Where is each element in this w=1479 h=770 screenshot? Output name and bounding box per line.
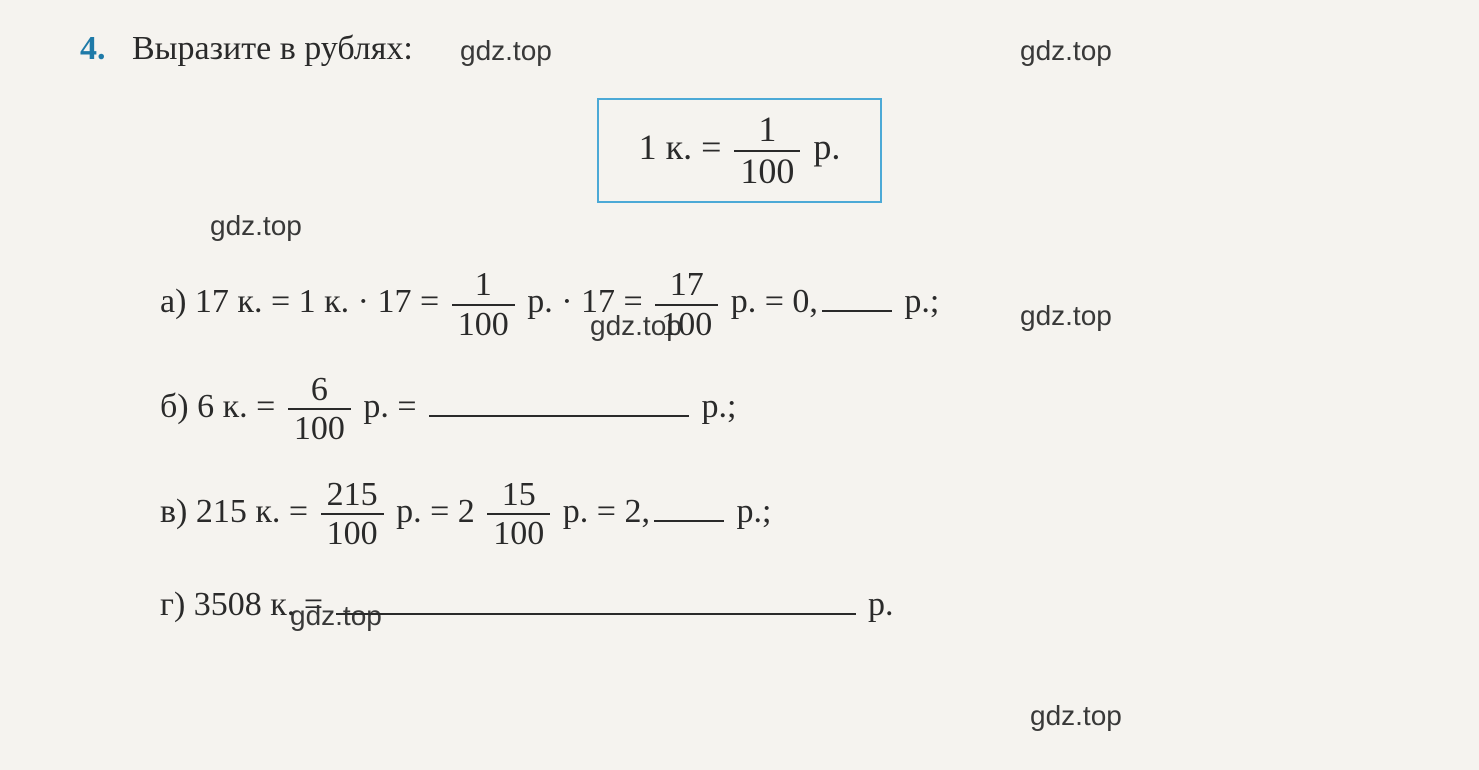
item-b-value1: 6 к. — [197, 388, 248, 425]
item-b-fraction: 6 100 — [288, 371, 351, 448]
fraction-numerator: 6 — [288, 371, 351, 410]
fraction-denominator: 100 — [452, 306, 515, 343]
formula-unit: р. — [813, 127, 840, 167]
fraction-numerator: 15 — [487, 476, 550, 515]
unit-ruble: р. — [527, 283, 553, 320]
item-b-tail: р.; — [702, 388, 737, 425]
item-a-value2: 1 к. — [299, 283, 350, 320]
unit-ruble: р. — [563, 493, 589, 530]
formula-box: 1 к. = 1 100 р. — [597, 98, 883, 203]
item-b-blank — [429, 383, 689, 417]
equals-sign: = — [397, 388, 416, 425]
item-c-fraction2: 15 100 — [487, 476, 550, 553]
item-a-blank — [822, 278, 892, 312]
item-c: в) 215 к. = 215 100 р. = 2 15 100 р. = 2… — [160, 476, 1399, 553]
problem-header: 4. Выразите в рублях: — [80, 30, 1399, 68]
item-b-label: б) — [160, 388, 189, 425]
item-b: б) 6 к. = 6 100 р. = р.; — [160, 371, 1399, 448]
fraction-denominator: 100 — [487, 515, 550, 552]
watermark: gdz.top — [1030, 700, 1122, 732]
item-a-label: а) — [160, 283, 186, 320]
equals-sign: = — [597, 493, 616, 530]
fraction-numerator: 215 — [321, 476, 384, 515]
equals-sign: = — [430, 493, 449, 530]
fraction-denominator: 100 — [734, 152, 800, 192]
fraction-denominator: 100 — [288, 410, 351, 447]
item-c-value1: 215 к. — [196, 493, 281, 530]
equals-sign: = — [765, 283, 784, 320]
item-a-fraction1: 1 100 — [452, 266, 515, 343]
problem-number: 4. — [80, 30, 106, 68]
item-c-blank — [654, 488, 724, 522]
watermark: gdz.top — [1020, 300, 1112, 332]
item-d-blank — [336, 581, 856, 615]
item-c-label: в) — [160, 493, 187, 530]
item-d-value1: 3508 к. — [194, 586, 296, 623]
equals-sign: = — [420, 283, 439, 320]
equals-sign: = — [256, 388, 275, 425]
fraction-numerator: 1 — [734, 110, 800, 152]
item-a-tail: р.; — [904, 283, 939, 320]
fraction-numerator: 17 — [655, 266, 718, 305]
item-d-tail: р. — [868, 586, 894, 623]
equals-sign: = — [271, 283, 290, 320]
unit-ruble: р. — [396, 493, 422, 530]
watermark: gdz.top — [460, 35, 552, 67]
watermark: gdz.top — [590, 310, 682, 342]
watermark: gdz.top — [210, 210, 302, 242]
item-c-fraction1: 215 100 — [321, 476, 384, 553]
watermark: gdz.top — [290, 600, 382, 632]
formula-left: 1 к. — [639, 127, 693, 167]
unit-ruble: р. — [363, 388, 389, 425]
fraction-numerator: 1 — [452, 266, 515, 305]
item-a-result-prefix: 0, — [792, 283, 818, 320]
unit-ruble: р. — [731, 283, 757, 320]
item-c-tail: р.; — [736, 493, 771, 530]
watermark: gdz.top — [1020, 35, 1112, 67]
item-a-value1: 17 к. — [195, 283, 263, 320]
problem-title: Выразите в рублях: — [132, 30, 413, 67]
item-c-mixed-whole: 2 — [458, 493, 475, 530]
fraction-denominator: 100 — [321, 515, 384, 552]
item-d-label: г) — [160, 586, 185, 623]
item-c-result-prefix: 2, — [624, 493, 650, 530]
formula-fraction: 1 100 — [734, 110, 800, 191]
item-a: а) 17 к. = 1 к. · 17 = 1 100 р. · 17 = 1… — [160, 266, 1399, 343]
item-a-times1: · 17 — [358, 283, 412, 320]
equals-sign: = — [289, 493, 308, 530]
equals-sign: = — [701, 127, 721, 167]
